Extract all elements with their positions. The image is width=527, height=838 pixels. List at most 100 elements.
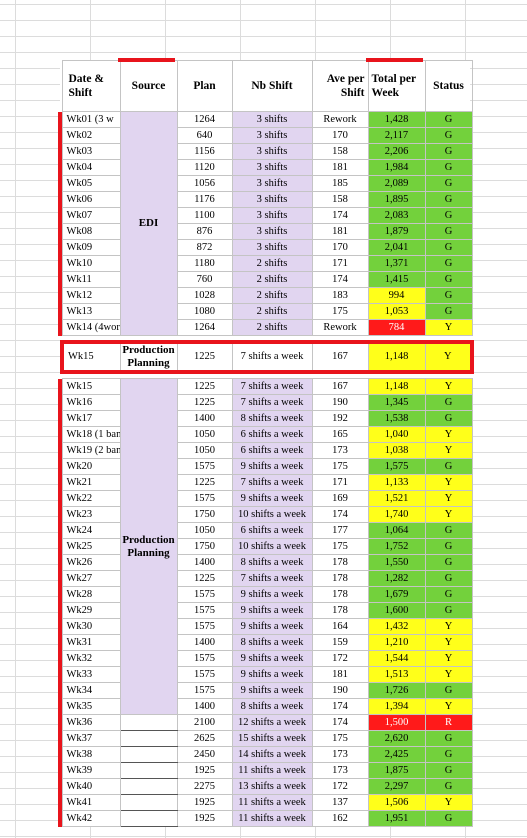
total-cell[interactable]: 1,521 <box>367 490 426 507</box>
nb-shift-cell[interactable]: 9 shifts a week <box>231 682 313 699</box>
status-cell[interactable]: G <box>424 762 473 779</box>
ave-cell[interactable]: 162 <box>311 810 369 827</box>
total-cell[interactable]: 1,513 <box>367 666 426 683</box>
nb-shift-cell[interactable]: 9 shifts a week <box>231 490 313 507</box>
total-cell[interactable]: 994 <box>367 287 426 304</box>
plan-cell[interactable]: 1575 <box>176 602 233 619</box>
nb-shift-cell[interactable]: 6 shifts a week <box>231 442 313 459</box>
plan-cell[interactable]: 1050 <box>176 522 233 539</box>
date-cell[interactable]: Wk41 <box>61 794 121 811</box>
date-cell[interactable]: Wk20 <box>61 458 121 475</box>
plan-cell[interactable]: 640 <box>176 127 233 144</box>
total-cell[interactable]: 1,506 <box>367 794 426 811</box>
total-cell[interactable]: 2,041 <box>367 239 426 256</box>
date-cell[interactable]: Wk37 <box>61 730 121 747</box>
ave-cell[interactable]: 174 <box>311 506 369 523</box>
plan-cell[interactable]: 1400 <box>176 554 233 571</box>
nb-shift-cell[interactable]: 8 shifts a week <box>231 554 313 571</box>
nb-shift-cell[interactable]: 8 shifts a week <box>231 634 313 651</box>
ave-cell[interactable]: 178 <box>311 586 369 603</box>
ave-cell[interactable]: 174 <box>311 714 369 731</box>
ave-cell[interactable]: 172 <box>311 650 369 667</box>
date-cell[interactable]: Wk06 <box>61 191 121 208</box>
total-cell[interactable]: 1,038 <box>367 442 426 459</box>
plan-cell[interactable]: 2275 <box>176 778 233 795</box>
status-cell[interactable]: Y <box>424 340 474 374</box>
date-cell[interactable]: Wk01 (3 w <box>61 111 121 128</box>
status-cell[interactable]: G <box>424 586 473 603</box>
total-cell[interactable]: 2,297 <box>367 778 426 795</box>
ave-cell[interactable]: 167 <box>311 378 369 395</box>
total-cell[interactable]: 1,148 <box>367 378 426 395</box>
status-cell[interactable]: Y <box>424 378 473 395</box>
date-cell[interactable]: Wk38 <box>61 746 121 763</box>
total-cell[interactable]: 1,428 <box>367 111 426 128</box>
status-cell[interactable]: G <box>424 458 473 475</box>
plan-cell[interactable]: 1575 <box>176 458 233 475</box>
nb-shift-cell[interactable]: 14 shifts a week <box>231 746 313 763</box>
plan-cell[interactable]: 1264 <box>176 319 233 336</box>
status-cell[interactable]: Y <box>424 474 473 491</box>
date-cell[interactable]: Wk29 <box>61 602 121 619</box>
nb-shift-cell[interactable]: 7 shifts a week <box>231 340 313 374</box>
nb-shift-cell[interactable]: 3 shifts <box>231 159 313 176</box>
date-cell[interactable]: Wk04 <box>61 159 121 176</box>
plan-cell[interactable]: 1176 <box>176 191 233 208</box>
ave-cell[interactable]: 185 <box>311 175 369 192</box>
date-cell[interactable]: Wk11 <box>61 271 121 288</box>
date-cell[interactable]: Wk02 <box>61 127 121 144</box>
date-cell[interactable]: Wk23 <box>61 506 121 523</box>
status-cell[interactable]: Y <box>424 506 473 523</box>
plan-cell[interactable]: 2625 <box>176 730 233 747</box>
plan-cell[interactable]: 1180 <box>176 255 233 272</box>
source-cell-empty[interactable] <box>119 730 178 747</box>
total-cell[interactable]: 2,425 <box>367 746 426 763</box>
date-cell[interactable]: Wk15 <box>60 340 121 374</box>
plan-cell[interactable]: 760 <box>176 271 233 288</box>
nb-shift-cell[interactable]: 3 shifts <box>231 191 313 208</box>
plan-cell[interactable]: 1400 <box>176 698 233 715</box>
ave-cell[interactable]: 181 <box>311 223 369 240</box>
total-cell[interactable]: 1,500 <box>367 714 426 731</box>
plan-cell[interactable]: 1056 <box>176 175 233 192</box>
nb-shift-cell[interactable]: 10 shifts a week <box>231 538 313 555</box>
ave-cell[interactable]: 175 <box>311 730 369 747</box>
ave-cell[interactable]: 181 <box>311 666 369 683</box>
nb-shift-cell[interactable]: 9 shifts a week <box>231 586 313 603</box>
nb-shift-cell[interactable]: 15 shifts a week <box>231 730 313 747</box>
nb-shift-cell[interactable]: 9 shifts a week <box>231 650 313 667</box>
source-cell-empty[interactable] <box>119 714 178 731</box>
status-cell[interactable]: G <box>424 143 473 160</box>
nb-shift-cell[interactable]: 3 shifts <box>231 111 313 128</box>
status-cell[interactable]: G <box>424 554 473 571</box>
nb-shift-cell[interactable]: 2 shifts <box>231 287 313 304</box>
nb-shift-cell[interactable]: 12 shifts a week <box>231 714 313 731</box>
nb-shift-cell[interactable]: 9 shifts a week <box>231 602 313 619</box>
date-cell[interactable]: Wk35 <box>61 698 121 715</box>
nb-shift-cell[interactable]: 6 shifts a week <box>231 522 313 539</box>
total-cell[interactable]: 1,282 <box>367 570 426 587</box>
nb-shift-cell[interactable]: 8 shifts a week <box>231 698 313 715</box>
status-cell[interactable]: G <box>424 223 473 240</box>
ave-cell[interactable]: 177 <box>311 522 369 539</box>
status-cell[interactable]: Y <box>424 698 473 715</box>
ave-cell[interactable]: 178 <box>311 602 369 619</box>
date-cell[interactable]: Wk07 <box>61 207 121 224</box>
ave-cell[interactable]: 174 <box>311 207 369 224</box>
date-cell[interactable]: Wk36 <box>61 714 121 731</box>
total-cell[interactable]: 1,550 <box>367 554 426 571</box>
status-cell[interactable]: G <box>424 207 473 224</box>
date-cell[interactable]: Wk39 <box>61 762 121 779</box>
ave-cell[interactable]: 171 <box>311 255 369 272</box>
total-cell[interactable]: 1,432 <box>367 618 426 635</box>
source-cell-planning[interactable]: Production Planning <box>119 340 178 374</box>
nb-shift-cell[interactable]: 3 shifts <box>231 175 313 192</box>
total-cell[interactable]: 1,951 <box>367 810 426 827</box>
date-cell[interactable]: Wk13 <box>61 303 121 320</box>
total-cell[interactable]: 1,984 <box>367 159 426 176</box>
total-cell[interactable]: 1,740 <box>367 506 426 523</box>
ave-cell[interactable]: 178 <box>311 570 369 587</box>
nb-shift-cell[interactable]: 7 shifts a week <box>231 378 313 395</box>
ave-cell[interactable]: 175 <box>311 303 369 320</box>
plan-cell[interactable]: 1575 <box>176 650 233 667</box>
